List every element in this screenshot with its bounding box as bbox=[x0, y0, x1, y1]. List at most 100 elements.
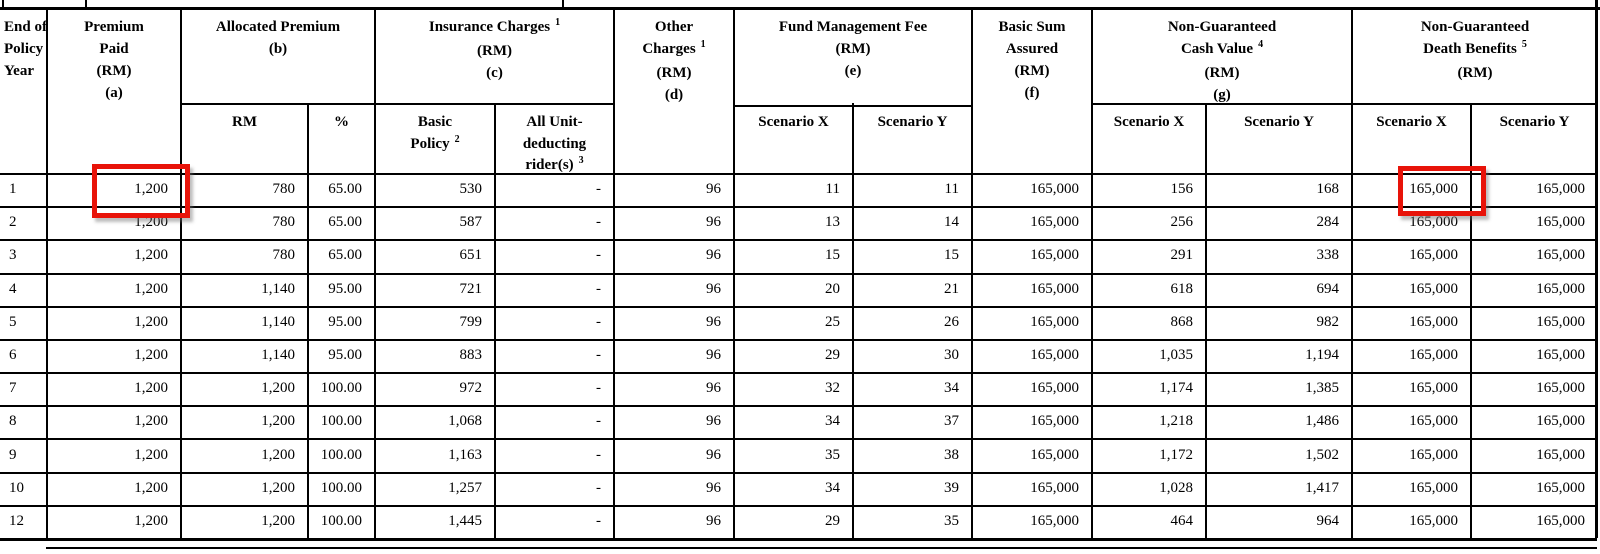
table-cell: 34 bbox=[825, 413, 840, 430]
column-group-header-ngcv: Non-Guaranteed Cash Value 4 (RM) (g) bbox=[1093, 10, 1351, 106]
table-cell: 96 bbox=[706, 214, 721, 231]
policy-year-cell: 3 bbox=[9, 247, 17, 264]
header-line: Policy 2 bbox=[376, 134, 494, 157]
table-cell: 1,385 bbox=[1305, 380, 1339, 397]
column-divider bbox=[1091, 7, 1093, 538]
table-cell: - bbox=[596, 479, 601, 496]
header-text: (c) bbox=[486, 65, 503, 81]
highlight-box-premium-paid bbox=[92, 164, 190, 218]
header-text: Paid bbox=[99, 41, 129, 57]
header-text: Scenario Y bbox=[877, 114, 948, 130]
table-cell: 972 bbox=[459, 380, 483, 397]
subcolumn-divider bbox=[1205, 103, 1207, 538]
table-cell: 780 bbox=[272, 214, 296, 231]
table-cell: 1,445 bbox=[448, 512, 482, 529]
policy-year-cell: 12 bbox=[9, 512, 24, 529]
row-divider bbox=[0, 206, 1597, 208]
header-line: (RM) bbox=[376, 40, 613, 62]
table-cell: 1,200 bbox=[261, 413, 295, 430]
table-cell: 1,486 bbox=[1305, 413, 1339, 430]
table-cell: 32 bbox=[825, 380, 840, 397]
table-cell: 38 bbox=[944, 446, 959, 463]
subcolumn-divider bbox=[1470, 103, 1472, 538]
header-line: (f) bbox=[973, 82, 1091, 104]
table-cell: 165,000 bbox=[1536, 413, 1585, 430]
subheader-divider bbox=[180, 103, 613, 105]
column-group-header-bsa: Basic Sum Assured (RM) (f) bbox=[973, 10, 1091, 106]
table-top-border bbox=[0, 7, 1600, 10]
table-cell: 100.00 bbox=[320, 446, 362, 463]
table-cell: 11 bbox=[825, 181, 840, 198]
row-divider bbox=[0, 405, 1597, 407]
table-cell: 34 bbox=[944, 380, 959, 397]
table-cell: 30 bbox=[944, 346, 959, 363]
subcolumn-header-ngdb-x: Scenario X bbox=[1353, 107, 1470, 173]
header-text: (RM) bbox=[477, 43, 512, 59]
header-bottom-border bbox=[0, 173, 1597, 175]
header-line: (RM) bbox=[1093, 62, 1351, 84]
table-cell: 165,000 bbox=[1536, 214, 1585, 231]
top-edge-tick bbox=[85, 0, 87, 7]
footnote-superscript: 1 bbox=[555, 17, 561, 28]
header-line: (d) bbox=[615, 84, 733, 106]
table-cell: 165,000 bbox=[1536, 247, 1585, 264]
row-divider bbox=[0, 372, 1597, 374]
table-cell: 21 bbox=[944, 280, 959, 297]
table-cell: 1,200 bbox=[134, 413, 168, 430]
table-cell: 982 bbox=[1316, 313, 1340, 330]
table-cell: 165,000 bbox=[1030, 413, 1079, 430]
table-cell: 165,000 bbox=[1030, 380, 1079, 397]
policy-year-cell: 2 bbox=[9, 214, 17, 231]
row-divider bbox=[0, 273, 1597, 275]
header-line: Assured bbox=[973, 38, 1091, 60]
table-cell: 96 bbox=[706, 479, 721, 496]
table-cell: - bbox=[596, 446, 601, 463]
subcolumn-header-ngcv-y: Scenario Y bbox=[1207, 107, 1351, 173]
footnote-superscript: 2 bbox=[454, 133, 460, 145]
column-group-header-allocated: Allocated Premium (b) bbox=[182, 10, 374, 106]
header-line: End of bbox=[4, 16, 47, 38]
table-cell: 618 bbox=[1170, 280, 1194, 297]
subcolumn-divider bbox=[307, 103, 309, 538]
column-divider bbox=[613, 7, 615, 538]
table-cell: 35 bbox=[944, 512, 959, 529]
table-cell: 165,000 bbox=[1536, 181, 1585, 198]
table-cell: 165,000 bbox=[1030, 214, 1079, 231]
table-cell: 165,000 bbox=[1409, 479, 1458, 496]
table-cell: 1,502 bbox=[1305, 446, 1339, 463]
header-text: Death Benefits bbox=[1423, 41, 1517, 57]
header-line: (RM) bbox=[615, 62, 733, 84]
table-cell: 883 bbox=[459, 346, 483, 363]
footnote-superscript: 1 bbox=[700, 39, 706, 50]
table-cell: 1,200 bbox=[261, 446, 295, 463]
table-cell: 165,000 bbox=[1536, 280, 1585, 297]
subcolumn-header-basic-policy: Basic Policy 2 bbox=[376, 107, 494, 173]
subcolumn-header-fmf-x: Scenario X bbox=[735, 107, 852, 173]
table-cell: 1,035 bbox=[1159, 346, 1193, 363]
header-text: Scenario Y bbox=[1244, 114, 1314, 130]
header-text: Scenario X bbox=[1376, 114, 1447, 130]
header-text: (e) bbox=[844, 63, 862, 79]
policy-year-cell: 8 bbox=[9, 413, 17, 430]
table-cell: - bbox=[596, 413, 601, 430]
table-cell: 96 bbox=[706, 280, 721, 297]
column-group-header-fmf: Fund Management Fee (RM) (e) bbox=[735, 10, 971, 106]
header-text: % bbox=[334, 114, 349, 130]
table-cell: 165,000 bbox=[1409, 313, 1458, 330]
header-text: Assured bbox=[1005, 41, 1059, 57]
table-cell: 464 bbox=[1170, 512, 1194, 529]
header-text: (f) bbox=[1024, 85, 1040, 101]
subcolumn-header-riders: All Unit-deducting rider(s) 3 bbox=[496, 107, 613, 173]
table-cell: 1,174 bbox=[1159, 380, 1193, 397]
header-line: Paid bbox=[48, 38, 180, 60]
table-cell: 165,000 bbox=[1030, 280, 1079, 297]
footnote-superscript: 5 bbox=[1521, 39, 1527, 50]
policy-year-cell: 1 bbox=[9, 181, 17, 198]
table-cell: 799 bbox=[459, 313, 483, 330]
header-line: Policy bbox=[4, 38, 46, 60]
header-line: Fund Management Fee bbox=[735, 16, 971, 38]
left-border-stub bbox=[2, 0, 4, 9]
subcolumn-header-ngdb-y: Scenario Y bbox=[1472, 107, 1597, 173]
header-line: Year bbox=[4, 60, 46, 82]
